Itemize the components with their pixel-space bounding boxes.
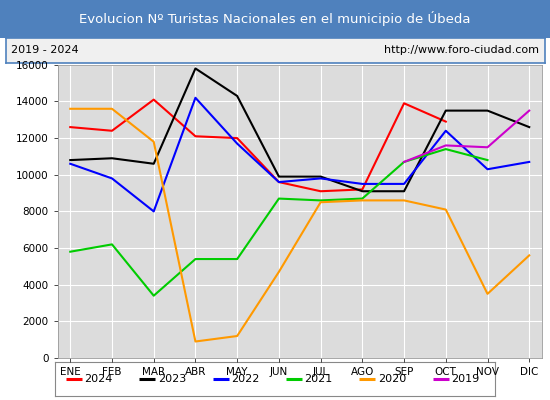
Text: 2019: 2019 [451, 374, 479, 384]
Text: 2022: 2022 [231, 374, 260, 384]
Text: 2019 - 2024: 2019 - 2024 [11, 45, 79, 55]
Text: 2023: 2023 [158, 374, 186, 384]
Text: Evolucion Nº Turistas Nacionales en el municipio de Úbeda: Evolucion Nº Turistas Nacionales en el m… [79, 12, 471, 26]
Text: http://www.foro-ciudad.com: http://www.foro-ciudad.com [384, 45, 539, 55]
Text: 2020: 2020 [378, 374, 406, 384]
Text: 2024: 2024 [84, 374, 113, 384]
Text: 2021: 2021 [304, 374, 333, 384]
